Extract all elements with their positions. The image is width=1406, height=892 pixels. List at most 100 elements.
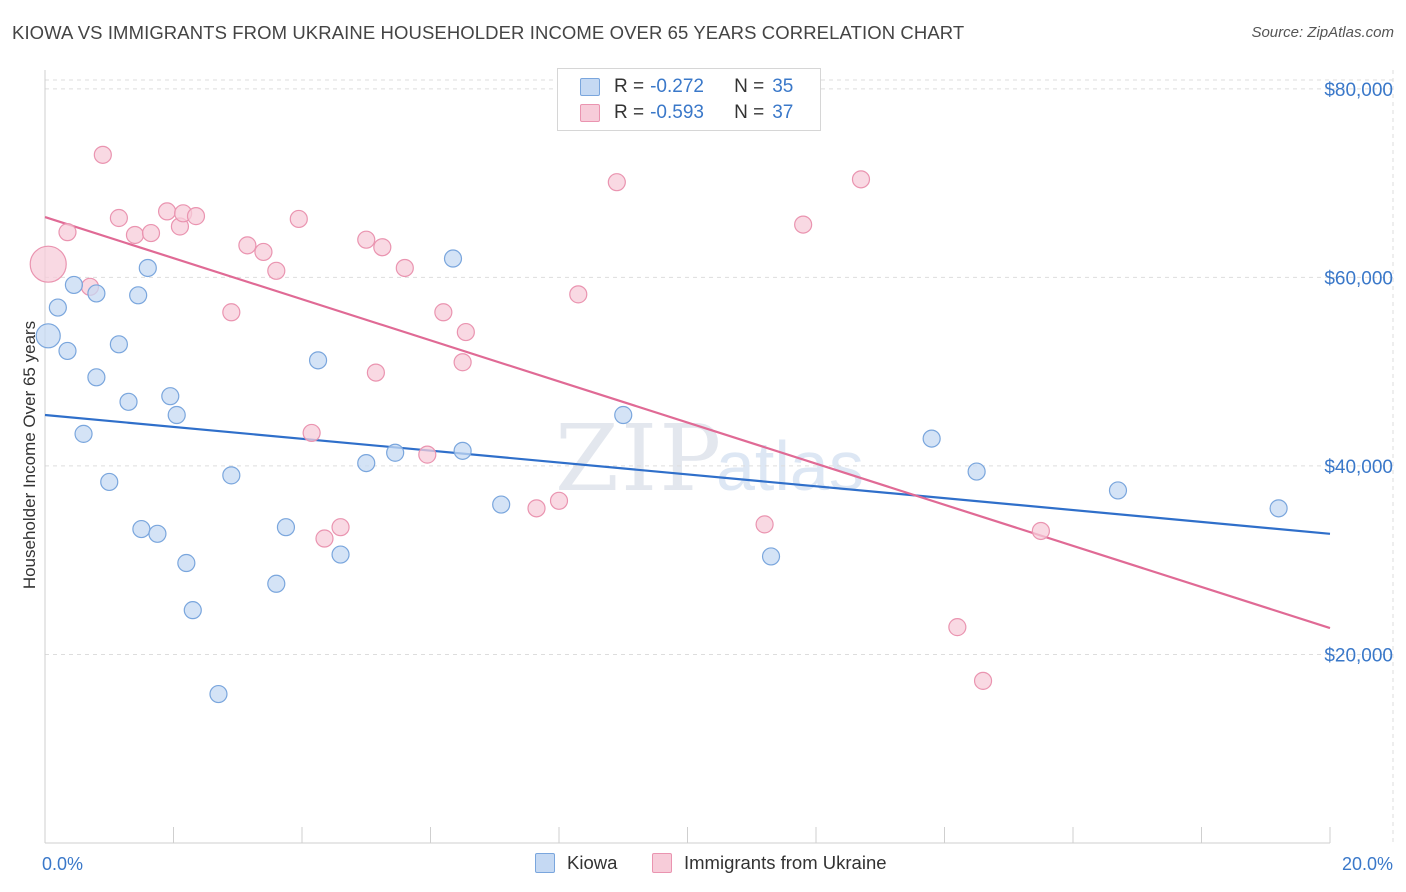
point-kiowa (35, 323, 61, 349)
point-kiowa (967, 462, 986, 481)
legend-r-value: -0.272 (650, 76, 704, 97)
x-tick-label: 20.0% (1342, 854, 1393, 874)
point-kiowa (761, 547, 781, 566)
point-kiowa (161, 387, 180, 406)
point-kiowa (614, 405, 633, 425)
point-kiowa (267, 574, 286, 593)
point-kiowa (100, 472, 119, 492)
legend-label-ukraine: Immigrants from Ukraine (684, 852, 887, 873)
legend-item-ukraine: Immigrants from Ukraine (652, 852, 887, 874)
point-kiowa (308, 351, 328, 370)
point-ukraine (357, 230, 376, 249)
watermark-zip: ZIP (555, 405, 723, 512)
point-ukraine (186, 207, 206, 226)
point-ukraine (456, 322, 475, 342)
point-kiowa (129, 286, 148, 305)
y-tick-label: $20,000 (1324, 645, 1393, 666)
point-ukraine (755, 515, 774, 534)
point-ukraine (973, 671, 993, 690)
point-kiowa (1269, 499, 1288, 518)
point-kiowa (87, 368, 106, 387)
point-kiowa (183, 601, 202, 620)
legend-swatch-ukraine (652, 853, 672, 873)
point-ukraine (418, 445, 437, 464)
point-ukraine (527, 499, 546, 518)
point-kiowa (443, 249, 463, 268)
point-ukraine (29, 245, 67, 283)
point-kiowa (386, 443, 405, 462)
point-kiowa (357, 453, 376, 473)
point-kiowa (492, 495, 511, 514)
point-ukraine (948, 618, 967, 637)
point-kiowa (1108, 481, 1128, 500)
legend-row-kiowa: R = -0.272 N = 35 (580, 74, 793, 100)
point-kiowa (87, 284, 106, 303)
point-ukraine (222, 303, 241, 322)
point-kiowa (138, 258, 157, 278)
point-ukraine (366, 363, 385, 382)
point-ukraine (93, 145, 112, 164)
y-tick-label: $80,000 (1324, 80, 1393, 101)
point-ukraine (569, 285, 588, 304)
point-kiowa (74, 424, 93, 443)
series-legend: Kiowa Immigrants from Ukraine (0, 852, 1406, 878)
point-kiowa (119, 392, 138, 411)
trend-line-kiowa (44, 413, 1331, 535)
point-ukraine (141, 223, 161, 243)
point-kiowa (167, 405, 186, 425)
point-kiowa (331, 545, 350, 564)
point-ukraine (794, 215, 813, 234)
point-ukraine (125, 225, 145, 245)
source-credit: Source: ZipAtlas.com (1251, 24, 1394, 41)
y-tick-label: $60,000 (1324, 268, 1393, 289)
point-kiowa (58, 341, 77, 361)
legend-swatch-ukraine (580, 104, 600, 122)
point-kiowa (209, 684, 228, 704)
legend-r-label: R = (614, 102, 645, 123)
point-kiowa (276, 518, 296, 537)
point-ukraine (453, 353, 472, 372)
legend-n-label: N = (734, 76, 765, 97)
point-ukraine (549, 491, 569, 510)
y-tick-label: $40,000 (1324, 457, 1393, 478)
legend-n-value: 35 (772, 76, 794, 97)
trend-lines (44, 216, 1331, 630)
point-kiowa (109, 335, 128, 354)
legend-n-label: N = (734, 102, 765, 123)
point-kiowa (177, 553, 196, 573)
legend-swatch-kiowa (580, 78, 600, 96)
point-ukraine (315, 529, 334, 548)
point-kiowa (222, 466, 241, 485)
point-ukraine (254, 242, 273, 262)
point-ukraine (302, 423, 321, 443)
chart-title: KIOWA VS IMMIGRANTS FROM UKRAINE HOUSEHO… (12, 22, 965, 43)
point-ukraine (331, 518, 350, 537)
legend-item-kiowa: Kiowa (535, 852, 617, 874)
point-kiowa (148, 524, 167, 543)
legend-swatch-kiowa (535, 853, 555, 873)
y-axis-label: Householder Income Over 65 years (20, 321, 39, 589)
point-ukraine (157, 202, 177, 221)
correlation-legend: R = -0.272 N = 35 R = -0.593 N = 37 (557, 68, 821, 131)
tick-labels: $20,000 $40,000 $60,000 $80,000 0.0% 20.0% (42, 80, 1393, 874)
point-kiowa (922, 429, 941, 448)
point-ukraine (289, 209, 308, 229)
legend-n-value: 37 (772, 102, 794, 123)
point-ukraine (373, 238, 392, 257)
point-ukraine (434, 303, 453, 322)
data-points (29, 145, 1288, 704)
point-ukraine (851, 170, 871, 189)
x-tick-label: 0.0% (42, 854, 83, 874)
point-ukraine (109, 208, 128, 228)
legend-r-label: R = (614, 76, 645, 97)
trend-line-ukraine (44, 216, 1331, 630)
point-kiowa (132, 519, 151, 539)
point-ukraine (607, 173, 626, 192)
point-ukraine (58, 223, 77, 242)
point-ukraine (395, 258, 414, 278)
point-ukraine (267, 261, 286, 280)
legend-r-value: -0.593 (650, 102, 704, 123)
point-kiowa (453, 441, 472, 460)
legend-label-kiowa: Kiowa (567, 852, 618, 873)
